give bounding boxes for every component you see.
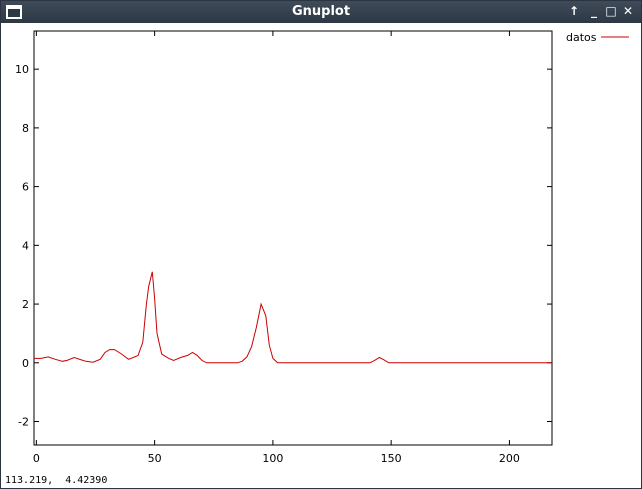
plot-frame bbox=[33, 30, 553, 446]
x-tick-label: 200 bbox=[499, 452, 520, 465]
y-tick-label: 10 bbox=[15, 63, 29, 76]
legend-label-datos: datos bbox=[566, 31, 597, 44]
window-title: Gnuplot bbox=[291, 4, 351, 19]
x-tick-label: 50 bbox=[148, 452, 162, 465]
x-tick-label: 150 bbox=[381, 452, 402, 465]
y-tick-label: -2 bbox=[18, 416, 29, 429]
y-tick-label: 6 bbox=[22, 181, 29, 194]
maximize-icon[interactable]: □ bbox=[605, 4, 617, 18]
minimize-icon[interactable]: _ bbox=[591, 4, 597, 18]
legend: datos bbox=[566, 31, 629, 44]
status-coordinates: 113.219, 4.42390 bbox=[5, 475, 108, 486]
y-tick-label: 0 bbox=[22, 357, 29, 370]
title-bar[interactable]: Gnuplot ↑ _ □ ✕ bbox=[1, 1, 641, 23]
series-line-datos bbox=[34, 271, 552, 364]
y-tick-label: 8 bbox=[22, 122, 29, 135]
y-tick-label: 4 bbox=[22, 239, 29, 252]
close-icon[interactable]: ✕ bbox=[622, 4, 634, 18]
x-tick-label: 0 bbox=[33, 452, 40, 465]
window-menu-icon[interactable] bbox=[6, 5, 22, 19]
y-tick-label: 2 bbox=[22, 298, 29, 311]
x-tick-label: 100 bbox=[262, 452, 283, 465]
raise-icon[interactable]: ↑ bbox=[568, 4, 580, 18]
